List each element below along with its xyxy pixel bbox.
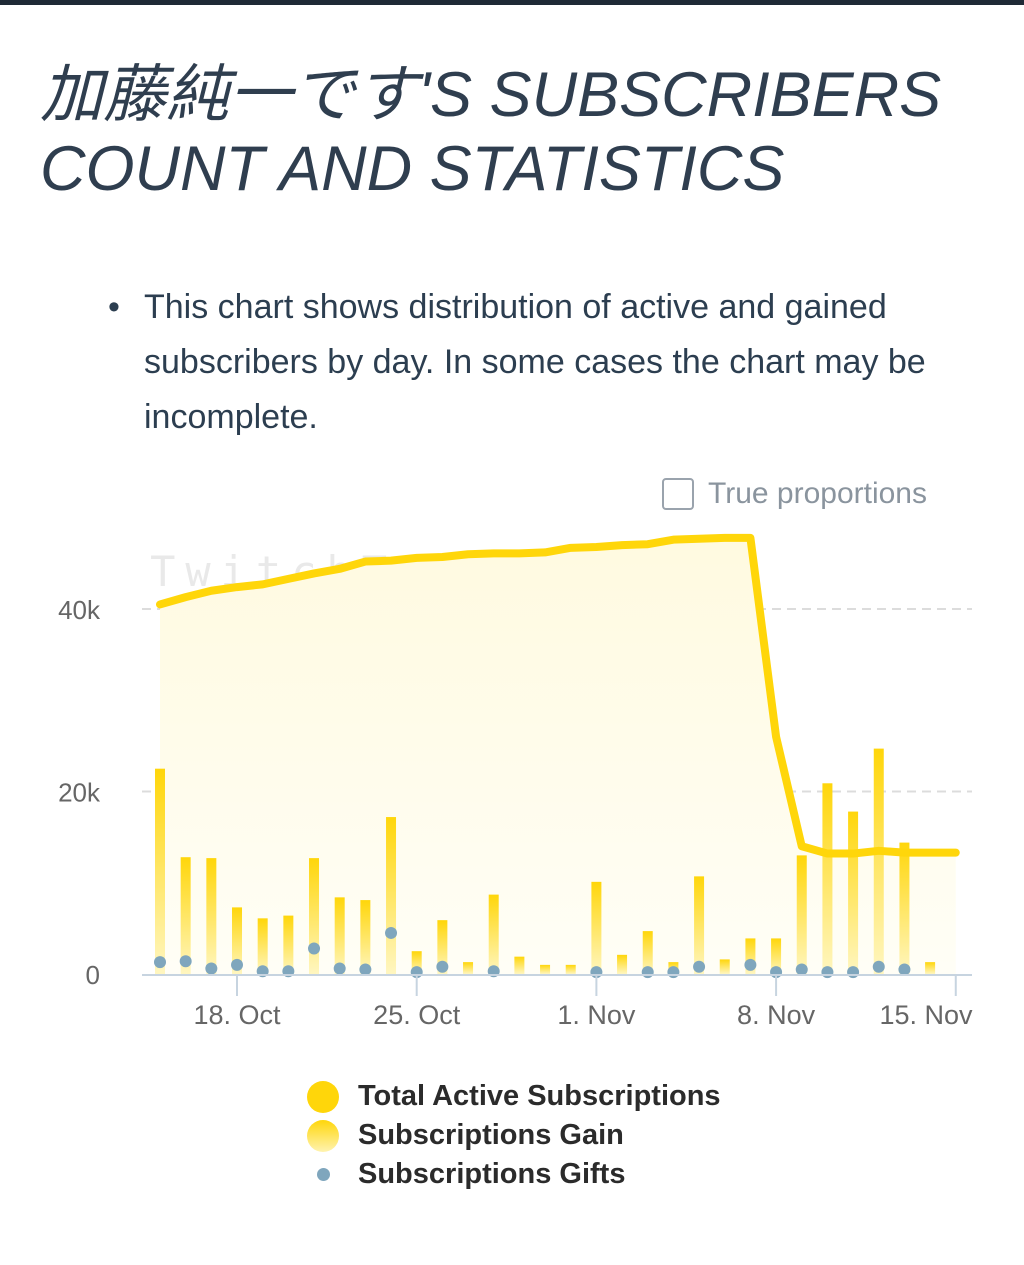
y-tick-label-20k: 20k xyxy=(58,778,101,808)
gift-point-22-Oct xyxy=(333,962,346,975)
gift-point-17-Oct xyxy=(205,962,218,975)
gift-point-4-Nov xyxy=(667,966,680,979)
page-title: 加藤純一です'S SUBSCRIBERS COUNT AND STATISTIC… xyxy=(40,60,942,204)
gift-point-26-Oct xyxy=(436,960,449,973)
legend-gain-dot-icon xyxy=(307,1119,339,1152)
gift-point-12-Nov xyxy=(872,960,885,973)
legend-total-label: Total Active Subscriptions xyxy=(358,1080,721,1112)
chart-legend: Total Active Subscriptions Subscriptions… xyxy=(306,1077,721,1194)
x-tick-label-8-Nov: 8. Nov xyxy=(737,1000,816,1030)
gain-bar-30-Oct xyxy=(540,964,551,974)
gift-point-10-Nov xyxy=(821,966,834,979)
true-proportions-checkbox[interactable] xyxy=(662,478,694,510)
gift-point-9-Nov xyxy=(795,963,808,976)
gain-bar-3-Nov xyxy=(642,931,653,974)
x-axis-labels: 18. Oct 25. Oct 1. Nov 8. Nov 15. Nov xyxy=(193,1000,973,1030)
gift-point-18-Oct xyxy=(231,958,244,971)
gain-bar-14-Nov xyxy=(925,962,936,974)
gain-bar-7-Nov xyxy=(745,938,756,974)
bullet-icon: • xyxy=(108,288,120,326)
x-tick-label-18-Oct: 18. Oct xyxy=(193,1000,281,1030)
total-active-line-path xyxy=(156,533,960,858)
gain-bar-8-Nov xyxy=(771,938,782,974)
gain-bar-12-Nov xyxy=(873,748,884,974)
gift-point-5-Nov xyxy=(693,960,706,973)
gain-bar-26-Oct xyxy=(437,920,448,974)
chart-description-text: This chart shows distribution of active … xyxy=(144,288,926,436)
gain-bar-2-Nov xyxy=(617,954,628,974)
gift-point-21-Oct xyxy=(308,942,321,955)
legend-total-swatch xyxy=(306,1080,340,1114)
gift-point-24-Oct xyxy=(385,926,398,939)
gain-bar-31-Oct xyxy=(565,964,576,974)
gain-bar-19-Oct xyxy=(257,918,268,974)
true-proportions-label: True proportions xyxy=(708,477,927,510)
gain-bar-25-Oct xyxy=(411,951,422,974)
gain-bar-17-Oct xyxy=(206,858,217,974)
gain-bar-15-Oct xyxy=(155,768,165,974)
chart-description-item: • This chart shows distribution of activ… xyxy=(108,280,998,445)
total-active-line xyxy=(156,533,960,858)
gift-point-7-Nov xyxy=(744,958,757,971)
gain-bar-5-Nov xyxy=(694,876,705,974)
legend-item-gifts[interactable]: Subscriptions Gifts xyxy=(306,1155,721,1194)
legend-gifts-label: Subscriptions Gifts xyxy=(358,1158,626,1190)
x-tick-label-25-Oct: 25. Oct xyxy=(373,1000,461,1030)
gift-point-15-Oct xyxy=(154,956,166,969)
gain-bar-24-Oct xyxy=(386,817,397,974)
legend-gain-label: Subscriptions Gain xyxy=(358,1119,624,1151)
x-tick-label-15-Nov: 15. Nov xyxy=(879,1000,973,1030)
gain-bar-28-Oct xyxy=(488,894,499,974)
legend-total-dot-icon xyxy=(307,1080,339,1113)
legend-gifts-swatch xyxy=(306,1158,340,1192)
gift-point-16-Oct xyxy=(179,955,192,968)
x-tick-label-1-Nov: 1. Nov xyxy=(557,1000,636,1030)
gain-bar-16-Oct xyxy=(180,857,191,974)
gain-bar-27-Oct xyxy=(463,962,474,974)
top-bar xyxy=(0,0,1024,5)
true-proportions-toggle[interactable]: True proportions xyxy=(662,474,927,514)
gain-bar-18-Oct xyxy=(232,907,243,974)
gift-point-11-Nov xyxy=(847,966,860,979)
gain-bar-11-Nov xyxy=(848,811,859,974)
y-tick-label-40k: 40k xyxy=(58,595,101,625)
gain-bar-13-Nov xyxy=(899,842,910,974)
gain-bar-6-Nov xyxy=(719,959,730,974)
gain-bar-9-Nov xyxy=(796,855,807,974)
gain-bar-22-Oct xyxy=(334,897,345,974)
gain-bar-10-Nov xyxy=(822,783,833,974)
gain-bar-1-Nov xyxy=(591,881,602,974)
gain-bar-20-Oct xyxy=(283,915,294,974)
total-active-area xyxy=(160,537,956,974)
y-tick-label-0: 0 xyxy=(86,960,100,990)
legend-gain-swatch xyxy=(306,1119,340,1153)
gain-bar-29-Oct xyxy=(514,956,525,974)
gift-point-23-Oct xyxy=(359,963,372,976)
legend-item-gain[interactable]: Subscriptions Gain xyxy=(306,1116,721,1155)
legend-item-total[interactable]: Total Active Subscriptions xyxy=(306,1077,721,1116)
gain-bar-21-Oct xyxy=(309,858,320,974)
x-axis xyxy=(142,974,972,996)
legend-gifts-dot-icon xyxy=(316,1168,330,1181)
chart-description: • This chart shows distribution of activ… xyxy=(108,280,998,445)
gift-point-3-Nov xyxy=(641,966,654,979)
y-axis-labels: 0 20k 40k xyxy=(58,595,101,990)
gain-bar-23-Oct xyxy=(360,900,371,974)
total-active-area-fill xyxy=(160,537,956,974)
gift-point-13-Nov xyxy=(898,963,911,976)
